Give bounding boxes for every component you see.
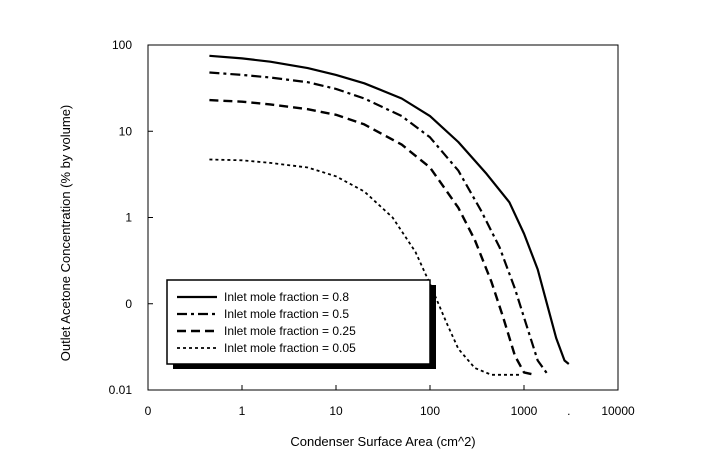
legend-label-4: Inlet mole fraction = 0.05 — [224, 341, 356, 355]
y-tick-label: 0 — [125, 297, 132, 311]
series-line-1 — [209, 54, 570, 365]
legend-label-2: Inlet mole fraction = 0.5 — [224, 307, 349, 321]
x-tick-label: 100 — [420, 404, 440, 418]
x-tick-label: 0 — [145, 404, 152, 418]
y-tick-label: 1 — [125, 211, 132, 225]
axis-ticks: 0 1 10 100 1000 10000. 0.01 0 1 10 100 — [109, 38, 635, 418]
series-line-4 — [209, 158, 520, 376]
x-tick-extra-label: . — [567, 404, 570, 418]
x-tick-label: 10000 — [601, 404, 635, 418]
x-tick-label: 1000 — [511, 404, 538, 418]
x-tick-label: 10 — [329, 404, 343, 418]
legend-items: Inlet mole fraction = 0.8 Inlet mole frac… — [177, 290, 356, 355]
series-line-3 — [209, 98, 535, 376]
series-line-2 — [209, 71, 549, 376]
y-tick-label: 10 — [119, 124, 133, 138]
legend: Inlet mole fraction = 0.8 Inlet mole frac… — [166, 279, 436, 369]
y-axis-label: Outlet Acetone Concentration (% by volum… — [58, 105, 73, 362]
y-tick-label: 0.01 — [109, 383, 133, 397]
legend-box — [166, 279, 431, 365]
x-tick-label: 1 — [239, 404, 246, 418]
series-lines — [209, 54, 570, 376]
legend-label-1: Inlet mole fraction = 0.8 — [224, 290, 349, 304]
x-axis-label: Condenser Surface Area (cm^2) — [290, 434, 475, 449]
y-tick-label: 100 — [112, 38, 132, 52]
legend-label-3: Inlet mole fraction = 0.25 — [224, 324, 356, 338]
